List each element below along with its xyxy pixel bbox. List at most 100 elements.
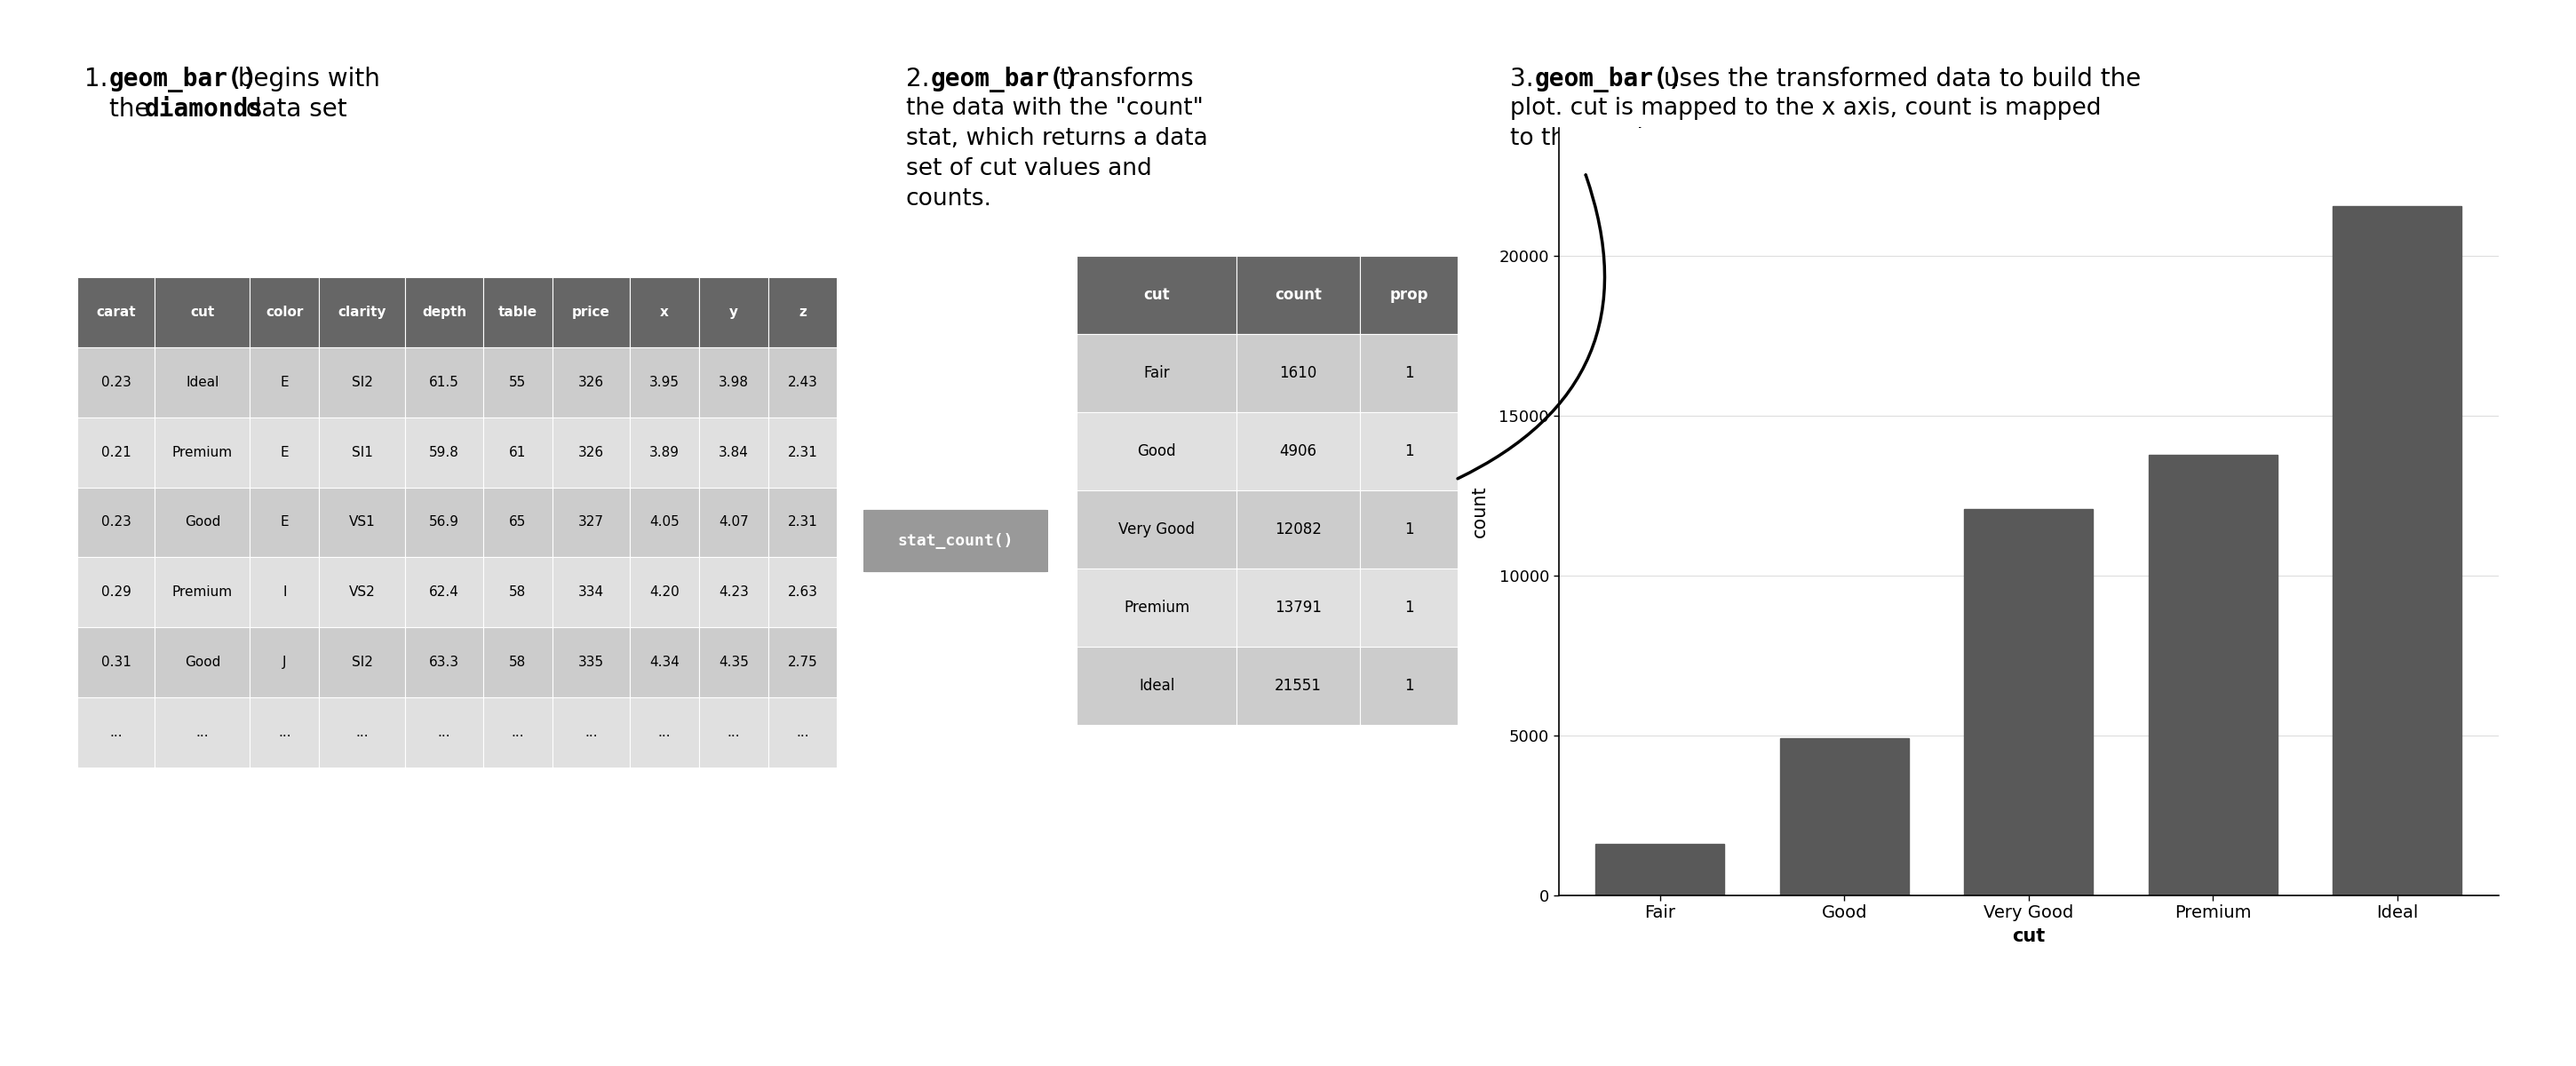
Text: plot. cut is mapped to the x axis, count is mapped: plot. cut is mapped to the x axis, count… — [1510, 97, 2102, 119]
Bar — [1360, 334, 1458, 413]
Bar — [1077, 647, 1236, 725]
Bar — [768, 348, 837, 417]
Text: 61: 61 — [510, 446, 526, 459]
Bar — [77, 417, 155, 487]
Bar — [1236, 647, 1360, 725]
Bar — [155, 628, 250, 697]
Bar — [698, 348, 768, 417]
Text: 334: 334 — [577, 585, 603, 599]
Text: cut: cut — [191, 306, 214, 319]
Bar — [631, 628, 698, 697]
Text: 3.98: 3.98 — [719, 375, 750, 389]
Text: ...: ... — [585, 726, 598, 739]
Text: 2.: 2. — [907, 66, 938, 92]
Bar — [77, 348, 155, 417]
Bar — [250, 628, 319, 697]
Text: cut: cut — [1144, 287, 1170, 303]
Text: data set: data set — [237, 97, 348, 122]
Text: ...: ... — [510, 726, 523, 739]
Bar — [404, 697, 484, 768]
Bar — [631, 417, 698, 487]
Text: 61.5: 61.5 — [430, 375, 459, 389]
Bar — [1236, 568, 1360, 647]
Text: 65: 65 — [510, 516, 526, 529]
Bar — [319, 558, 404, 628]
Text: depth: depth — [422, 306, 466, 319]
Text: x: x — [659, 306, 670, 319]
Text: 63.3: 63.3 — [430, 656, 459, 669]
Bar — [319, 348, 404, 417]
Text: 13791: 13791 — [1275, 599, 1321, 615]
Bar — [404, 558, 484, 628]
Text: ...: ... — [657, 726, 670, 739]
Bar — [319, 277, 404, 348]
Text: 2.43: 2.43 — [788, 375, 817, 389]
Bar — [768, 487, 837, 558]
Text: 1: 1 — [1404, 365, 1414, 381]
Bar — [404, 348, 484, 417]
Text: 4.35: 4.35 — [719, 656, 750, 669]
Text: ...: ... — [111, 726, 124, 739]
Bar — [1360, 647, 1458, 725]
Bar — [698, 697, 768, 768]
Bar — [768, 277, 837, 348]
Bar — [698, 558, 768, 628]
Text: ...: ... — [438, 726, 451, 739]
Text: 0.23: 0.23 — [100, 516, 131, 529]
Bar — [250, 417, 319, 487]
Text: 1: 1 — [1404, 443, 1414, 459]
Text: 327: 327 — [577, 516, 603, 529]
Text: ...: ... — [196, 726, 209, 739]
Text: 4.34: 4.34 — [649, 656, 680, 669]
Bar — [1077, 490, 1236, 568]
Text: geom_bar(): geom_bar() — [1535, 66, 1685, 93]
Text: 2.63: 2.63 — [788, 585, 817, 599]
Bar — [551, 558, 631, 628]
Text: Very Good: Very Good — [1118, 521, 1195, 537]
Text: 4.07: 4.07 — [719, 516, 750, 529]
Text: J: J — [283, 656, 286, 669]
Text: 0.31: 0.31 — [100, 656, 131, 669]
Bar — [2334, 206, 2463, 895]
Bar — [1780, 739, 1909, 895]
Bar — [551, 417, 631, 487]
Text: Premium: Premium — [173, 446, 232, 459]
Bar — [1963, 510, 2094, 895]
Bar — [631, 348, 698, 417]
Text: table: table — [497, 306, 538, 319]
Bar — [155, 417, 250, 487]
Text: diamonds: diamonds — [144, 97, 263, 122]
Text: SI2: SI2 — [353, 375, 374, 389]
Bar — [484, 558, 551, 628]
Bar — [1077, 334, 1236, 413]
Bar — [484, 487, 551, 558]
Text: 56.9: 56.9 — [430, 516, 459, 529]
Text: stat_count(): stat_count() — [899, 533, 1015, 549]
Bar — [698, 628, 768, 697]
Bar — [551, 348, 631, 417]
Bar — [1360, 568, 1458, 647]
Text: ...: ... — [355, 726, 368, 739]
Bar — [551, 697, 631, 768]
Bar — [404, 277, 484, 348]
Text: y: y — [729, 306, 737, 319]
Bar — [77, 697, 155, 768]
Text: ...: ... — [726, 726, 739, 739]
Bar — [768, 697, 837, 768]
Text: clarity: clarity — [337, 306, 386, 319]
Bar — [250, 697, 319, 768]
Bar — [484, 277, 551, 348]
Text: Good: Good — [1139, 443, 1177, 459]
Text: 3.89: 3.89 — [649, 446, 680, 459]
Text: 2.75: 2.75 — [788, 656, 817, 669]
Bar — [698, 487, 768, 558]
Text: z: z — [799, 306, 806, 319]
Text: 0.29: 0.29 — [100, 585, 131, 599]
Bar — [1077, 568, 1236, 647]
Bar — [484, 417, 551, 487]
Text: geom_bar(): geom_bar() — [930, 66, 1079, 93]
Bar — [404, 628, 484, 697]
Bar — [631, 487, 698, 558]
Text: 21551: 21551 — [1275, 678, 1321, 694]
Text: prop: prop — [1388, 287, 1427, 303]
